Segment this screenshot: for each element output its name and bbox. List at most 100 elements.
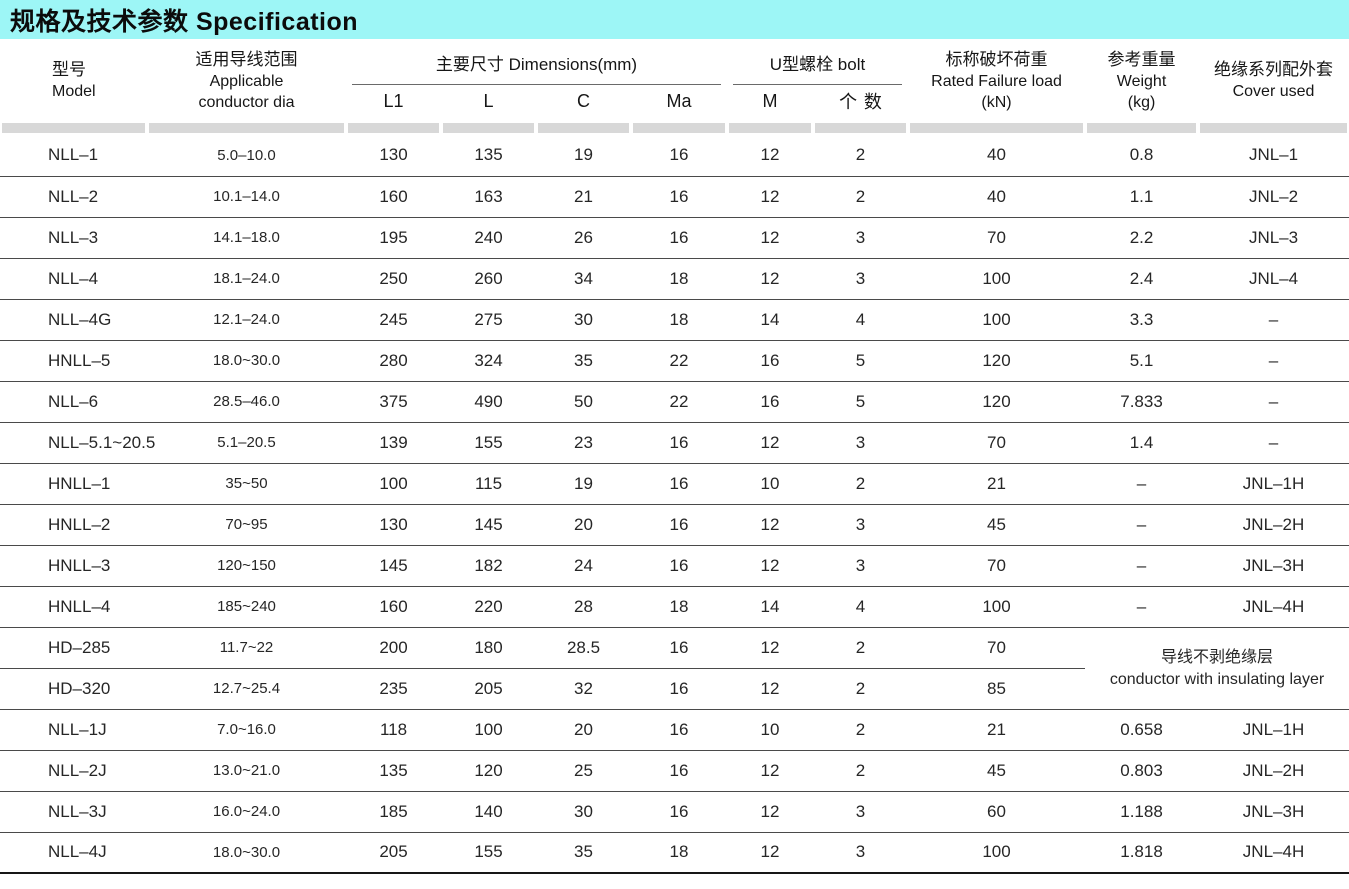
cell-weight: 0.658 bbox=[1085, 708, 1199, 750]
cell-l: 324 bbox=[441, 339, 536, 381]
header-c: C bbox=[577, 90, 590, 111]
cell-c: 20 bbox=[536, 708, 631, 750]
cell-qty: 4 bbox=[813, 298, 909, 340]
cell-cover: – bbox=[1198, 380, 1349, 422]
cell-c: 26 bbox=[536, 216, 631, 258]
cell-ma: 18 bbox=[631, 831, 727, 873]
cell-range: 5.1–20.5 bbox=[147, 421, 346, 463]
cell-model: NLL–1J bbox=[0, 708, 147, 750]
cell-range: 14.1–18.0 bbox=[147, 216, 346, 258]
table-row: NLL–1 5.0–10.0 130 135 19 16 12 2 40 0.8 JNL–1 bbox=[0, 135, 1349, 176]
cell-qty: 5 bbox=[813, 380, 909, 422]
cell-model: NLL–2J bbox=[0, 749, 147, 791]
header-ubolt-label: U型螺栓 bolt bbox=[733, 40, 903, 85]
header-ma: Ma bbox=[666, 90, 692, 111]
header-qty: 个数 bbox=[839, 92, 889, 112]
cell-qty: 2 bbox=[813, 626, 909, 668]
cell-c: 50 bbox=[536, 380, 631, 422]
table-row: NLL–4J 18.0~30.0 205 155 35 18 12 3 100 1.818 JNL–… bbox=[0, 831, 1349, 873]
cell-c: 28 bbox=[536, 585, 631, 627]
cell-range: 5.0–10.0 bbox=[217, 146, 276, 164]
cell-model: NLL–1 bbox=[48, 145, 99, 165]
cell-l: 140 bbox=[441, 790, 536, 832]
cell-qty: 3 bbox=[813, 257, 909, 299]
cell-m: 12 bbox=[727, 749, 813, 791]
cell-qty: 3 bbox=[813, 790, 909, 832]
cell-c: 21 bbox=[536, 175, 631, 217]
header-conductor-range: 适用导线范围 Applicable conductor dia bbox=[147, 39, 346, 121]
merged-note-en: conductor with insulating layer bbox=[1109, 670, 1325, 688]
cell-range: 12.1–24.0 bbox=[147, 298, 346, 340]
cell-model: HNLL–1 bbox=[0, 462, 147, 504]
cell-qty: 2 bbox=[813, 708, 909, 750]
cell-l1: 130 bbox=[346, 503, 441, 545]
cell-c: 32 bbox=[536, 667, 631, 709]
cell-cover: JNL–2 bbox=[1198, 175, 1349, 217]
cell-l: 135 bbox=[474, 145, 503, 165]
merged-note-zh: 导线不剥绝缘层 bbox=[1161, 648, 1274, 666]
cell-l1: 139 bbox=[346, 421, 441, 463]
header-dimensions: 主要尺寸 Dimensions(mm) bbox=[346, 39, 727, 85]
table-row: NLL–2 10.1–14.0 160 163 21 16 12 2 40 1.1 JNL–2 bbox=[0, 175, 1349, 217]
cell-range: 11.7~22 bbox=[147, 626, 346, 668]
cell-l1: 118 bbox=[346, 708, 441, 750]
cell-weight: 3.3 bbox=[1085, 298, 1199, 340]
cell-qty: 3 bbox=[813, 216, 909, 258]
header-l1: L1 bbox=[383, 90, 404, 111]
cell-cover: JNL–1H bbox=[1198, 462, 1349, 504]
cell-l1: 160 bbox=[346, 585, 441, 627]
cell-weight: – bbox=[1085, 585, 1199, 627]
header-dimensions-label: 主要尺寸 Dimensions(mm) bbox=[352, 40, 721, 85]
cell-c: 19 bbox=[536, 462, 631, 504]
spec-table: 型号 Model 适用导线范围 Applicable conductor dia… bbox=[0, 39, 1349, 874]
divider-segment bbox=[441, 121, 536, 135]
cell-qty: 5 bbox=[813, 339, 909, 381]
header-load-en: Rated Failure load bbox=[931, 72, 1062, 90]
merged-note-cell: 导线不剥绝缘层 conductor with insulating layer bbox=[1085, 626, 1349, 709]
cell-model: HNLL–2 bbox=[0, 503, 147, 545]
cell-m: 12 bbox=[727, 831, 813, 873]
cell-qty: 2 bbox=[813, 175, 909, 217]
header-cover: 绝缘系列配外套 Cover used bbox=[1198, 39, 1349, 121]
table-row: HNLL–1 35~50 100 115 19 16 10 2 21– JNL–1H bbox=[0, 462, 1349, 504]
cell-load: 120 bbox=[908, 380, 1086, 422]
cell-load: 70 bbox=[908, 626, 1086, 668]
header-model-en: Model bbox=[52, 83, 96, 100]
header-weight-en: Weight bbox=[1116, 72, 1167, 90]
cell-load: 100 bbox=[908, 585, 1086, 627]
header-weight: 参考重量 Weight (kg) bbox=[1085, 39, 1198, 121]
cell-l: 115 bbox=[441, 462, 536, 504]
cell-l1: 205 bbox=[346, 831, 441, 873]
cell-weight: 5.1 bbox=[1085, 339, 1199, 381]
table-row: HD–320 12.7~25.4 235 205 32 16 12 2 85 bbox=[0, 667, 1349, 709]
cell-l: 240 bbox=[441, 216, 536, 258]
cell-load: 70 bbox=[908, 544, 1086, 586]
table-row: NLL–2J 13.0~21.0 135 120 25 16 12 2 45 0.803 JNL–2… bbox=[0, 749, 1349, 791]
cell-m: 12 bbox=[727, 257, 813, 299]
cell-c: 35 bbox=[536, 339, 631, 381]
cell-c: 30 bbox=[536, 790, 631, 832]
cell-qty: 3 bbox=[813, 421, 909, 463]
cell-l: 155 bbox=[441, 831, 536, 873]
cell-model: HD–285 bbox=[0, 626, 147, 668]
cell-qty: 2 bbox=[813, 667, 909, 709]
cell-cover: JNL–3H bbox=[1198, 790, 1349, 832]
divider-segment bbox=[631, 121, 727, 135]
header-ubolt: U型螺栓 bolt bbox=[727, 39, 908, 85]
cell-m: 12 bbox=[727, 503, 813, 545]
cell-l: 155 bbox=[441, 421, 536, 463]
table-row: NLL–3J 16.0~24.0 185 140 30 16 12 3 60 1.188 JNL–3… bbox=[0, 790, 1349, 832]
cell-qty: 2 bbox=[855, 145, 866, 165]
cell-ma: 16 bbox=[631, 421, 727, 463]
cell-weight: 7.833 bbox=[1085, 380, 1199, 422]
cell-load: 100 bbox=[908, 257, 1086, 299]
cell-l: 275 bbox=[441, 298, 536, 340]
cell-range: 18.1–24.0 bbox=[147, 257, 346, 299]
cell-load: 21 bbox=[908, 462, 1086, 504]
cell-load: 70 bbox=[908, 421, 1086, 463]
cell-c: 30 bbox=[536, 298, 631, 340]
cell-l: 100 bbox=[441, 708, 536, 750]
cell-range: 120~150 bbox=[147, 544, 346, 586]
cell-ma: 16 bbox=[631, 503, 727, 545]
table-row: HD–285 11.7~22 200 180 28.5 16 12 2 70 导线不剥绝缘层 con… bbox=[0, 626, 1349, 709]
